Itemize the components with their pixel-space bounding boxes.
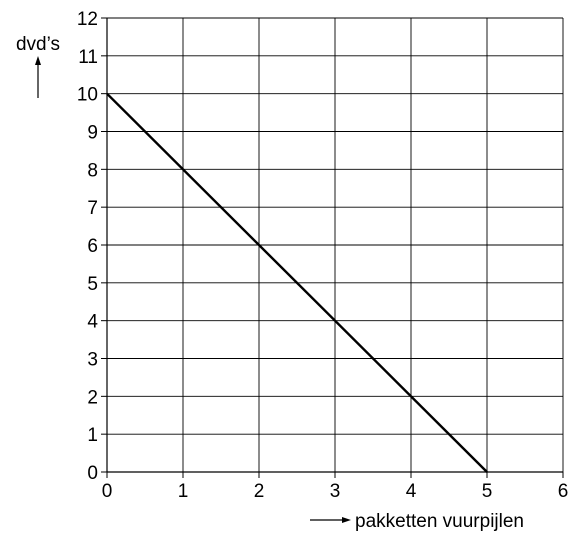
grid — [106, 17, 564, 473]
y-tick-label: 9 — [87, 123, 98, 144]
y-axis-label: dvd’s — [16, 34, 60, 55]
x-axis-arrow-head — [342, 517, 351, 523]
x-tick-label: 3 — [330, 481, 341, 502]
y-tick-label: 11 — [78, 47, 98, 68]
series-line — [106, 92, 488, 473]
x-tick-label: 0 — [102, 481, 113, 502]
x-tick-label: 4 — [406, 481, 417, 502]
axes — [101, 17, 564, 478]
y-tick-label: 8 — [87, 160, 98, 181]
y-tick-label: 5 — [87, 274, 98, 295]
y-axis-arrow-head — [35, 56, 41, 65]
series — [106, 92, 488, 473]
y-tick-label: 2 — [87, 387, 98, 408]
x-tick-label: 6 — [558, 481, 569, 502]
y-tick-label: 6 — [87, 236, 98, 257]
axis-labels: dvd’s pakketten vuurpijlen — [16, 34, 524, 532]
x-axis-label: pakketten vuurpijlen — [355, 511, 524, 532]
y-tick-label: 0 — [87, 463, 98, 484]
y-tick-label: 7 — [87, 198, 98, 219]
x-tick-label: 1 — [178, 481, 189, 502]
y-tick-label: 4 — [87, 312, 98, 333]
x-tick-label: 5 — [482, 481, 493, 502]
y-tick-label: 10 — [77, 85, 98, 106]
y-tick-label: 12 — [77, 9, 98, 30]
y-tick-label: 3 — [87, 350, 98, 371]
x-tick-label: 2 — [254, 481, 265, 502]
y-tick-label: 1 — [87, 425, 98, 446]
